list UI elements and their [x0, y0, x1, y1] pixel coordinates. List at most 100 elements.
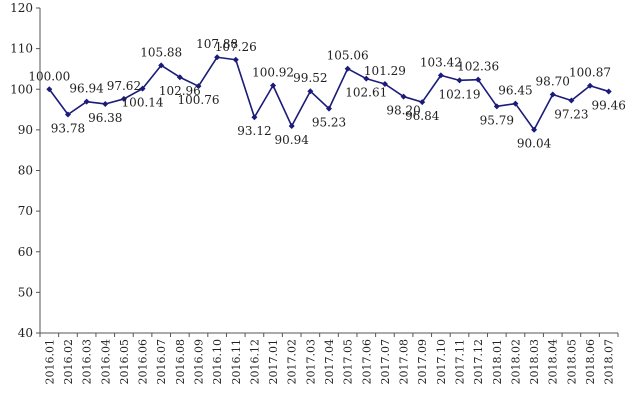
data-point — [326, 105, 332, 112]
x-tick-label: 2017.11 — [454, 339, 467, 385]
x-tick-label: 2016.02 — [62, 339, 75, 385]
data-label: 102.61 — [345, 86, 387, 100]
data-label: 95.23 — [312, 116, 346, 130]
data-point — [363, 75, 370, 82]
data-point — [531, 126, 538, 133]
data-label: 97.23 — [554, 108, 588, 122]
data-label: 96.84 — [405, 109, 440, 123]
data-point — [232, 56, 239, 63]
data-label: 100.87 — [569, 66, 611, 80]
data-point — [475, 76, 482, 83]
data-label: 98.70 — [536, 75, 570, 89]
data-label: 96.94 — [69, 82, 104, 96]
data-label: 93.12 — [237, 124, 271, 138]
y-tick-label: 110 — [10, 42, 33, 56]
x-tick-label: 2018.01 — [491, 339, 504, 385]
data-point — [493, 103, 500, 110]
data-point — [587, 82, 594, 89]
data-point — [214, 54, 221, 61]
data-label: 96.38 — [88, 111, 122, 125]
data-label: 102.19 — [439, 87, 481, 101]
data-point — [176, 74, 183, 81]
data-label: 105.88 — [140, 45, 182, 59]
x-tick-label: 2016.12 — [248, 339, 261, 385]
data-point — [400, 93, 407, 100]
data-label: 96.45 — [498, 84, 532, 98]
x-tick-label: 2017.01 — [267, 339, 280, 385]
x-tick-label: 2016.05 — [118, 339, 131, 385]
x-tick-label: 2016.03 — [81, 339, 94, 385]
data-points — [46, 54, 612, 133]
y-tick-label: 90 — [18, 123, 33, 137]
y-tick-label: 50 — [18, 285, 33, 299]
x-tick-label: 2017.02 — [286, 339, 299, 385]
x-tick-label: 2016.07 — [155, 339, 168, 385]
data-point — [102, 100, 109, 107]
x-tick-label: 2016.08 — [174, 339, 187, 385]
data-point — [158, 62, 165, 69]
data-label: 90.94 — [275, 133, 310, 147]
data-point — [437, 72, 444, 79]
x-tick-label: 2018.06 — [584, 339, 597, 385]
y-tick-label: 60 — [18, 245, 33, 259]
data-point — [270, 82, 277, 89]
data-label: 97.62 — [107, 79, 141, 93]
x-tick-label: 2016.11 — [230, 339, 243, 385]
data-point — [344, 65, 351, 72]
x-tick-label: 2017.03 — [304, 339, 317, 385]
data-labels: 100.00 93.78 96.94 96.38 97.62 100.14 105.88 10… — [28, 37, 625, 150]
x-tick-label: 2017.08 — [398, 339, 411, 385]
data-point — [419, 99, 426, 106]
x-tick-label: 2016.06 — [137, 339, 150, 385]
x-axis-ticks: 2016.01 2016.02 2016.03 2016.04 2016.05 2016.… — [39, 333, 619, 385]
data-label: 90.04 — [517, 137, 552, 151]
data-label: 105.06 — [327, 49, 369, 63]
data-label: 98.20 — [386, 104, 420, 118]
data-label: 101.29 — [364, 64, 406, 78]
data-point — [120, 95, 127, 102]
x-tick-label: 2018.05 — [565, 339, 578, 385]
data-label: 100.76 — [177, 93, 219, 107]
x-tick-label: 2016.01 — [43, 339, 56, 385]
y-tick-label: 70 — [18, 204, 33, 218]
data-point — [195, 83, 202, 90]
data-point — [605, 88, 612, 95]
data-label: 102.36 — [457, 60, 499, 74]
data-label: 100.92 — [252, 66, 294, 80]
data-point — [381, 81, 388, 88]
data-point — [64, 111, 71, 118]
y-tick-label: 100 — [10, 82, 33, 96]
data-point — [139, 85, 146, 92]
data-label: 95.79 — [480, 113, 514, 127]
data-point — [307, 88, 314, 95]
x-tick-label: 2018.02 — [509, 339, 522, 385]
x-tick-label: 2018.04 — [547, 339, 560, 385]
data-label: 99.52 — [293, 71, 327, 85]
data-point — [456, 77, 463, 84]
data-point — [46, 86, 53, 93]
x-tick-label: 2016.10 — [211, 339, 224, 385]
data-point — [568, 97, 575, 104]
x-tick-label: 2017.10 — [435, 339, 448, 385]
x-tick-label: 2018.03 — [528, 339, 541, 385]
data-label: 102.96 — [159, 84, 201, 98]
data-label: 100.14 — [122, 96, 164, 110]
x-tick-label: 2018.07 — [603, 339, 616, 385]
data-point — [83, 98, 90, 105]
x-tick-label: 2017.06 — [360, 339, 373, 385]
data-label: 100.00 — [28, 69, 70, 83]
y-axis-ticks: 40 50 60 70 80 90 100 110 120 — [10, 1, 40, 340]
data-point — [549, 91, 556, 98]
x-tick-label: 2016.04 — [99, 339, 112, 385]
data-label: 107.26 — [215, 40, 257, 54]
y-tick-label: 40 — [18, 326, 33, 340]
data-point — [512, 100, 519, 107]
data-point — [288, 123, 295, 130]
data-label: 99.46 — [591, 98, 625, 112]
data-point — [251, 114, 258, 121]
x-tick-label: 2017.12 — [472, 339, 485, 385]
x-tick-label: 2016.09 — [192, 339, 205, 385]
x-tick-label: 2017.05 — [342, 339, 355, 385]
y-tick-label: 120 — [10, 1, 33, 15]
